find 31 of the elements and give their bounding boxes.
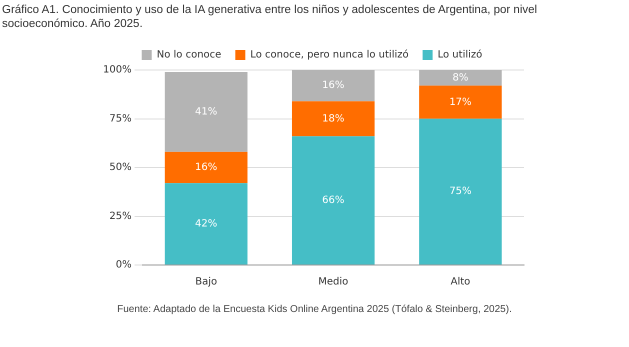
bar — [164, 152, 248, 184]
bar — [419, 118, 502, 264]
x-tick-label: Medio — [318, 276, 348, 288]
x-tick-label: Bajo — [195, 276, 218, 288]
data-label: 17% — [449, 96, 472, 108]
bar — [292, 70, 375, 102]
x-tick-label: Alto — [450, 276, 470, 288]
bar — [419, 70, 502, 86]
data-label: 75% — [449, 186, 472, 198]
y-tick-label: 100% — [102, 64, 132, 76]
chart-title: Gráfico A1. Conocimiento y uso de la IA generativa entre los niños y adolescentes de Argentina, por nivel socioeconómico. Año 2025. — [2, 3, 538, 31]
bar — [292, 136, 375, 264]
legend-label: Lo conoce, pero nunca lo utilizó — [250, 50, 409, 61]
data-label: 8% — [452, 72, 468, 84]
bar — [292, 101, 375, 136]
data-label: 18% — [322, 113, 344, 124]
source-note: Fuente: Adaptado de la Encuesta Kids Online Argentina 2025 (Tófalo & Steinberg, 2025). — [116, 304, 513, 315]
y-tick-label: 0% — [116, 260, 132, 271]
y-tick-label: 75% — [109, 113, 132, 124]
legend-label: No lo conoce — [156, 50, 222, 61]
bar — [419, 86, 502, 119]
data-label: 16% — [195, 162, 218, 174]
bar — [164, 183, 248, 264]
y-tick-label: 25% — [109, 210, 132, 222]
data-label: 66% — [322, 194, 344, 206]
data-label: 41% — [195, 106, 218, 118]
data-label: 16% — [322, 80, 344, 92]
data-label: 42% — [195, 218, 218, 230]
y-tick-label: 50% — [109, 162, 132, 174]
legend-label: Lo utilizó — [438, 50, 482, 61]
bar — [164, 72, 248, 152]
